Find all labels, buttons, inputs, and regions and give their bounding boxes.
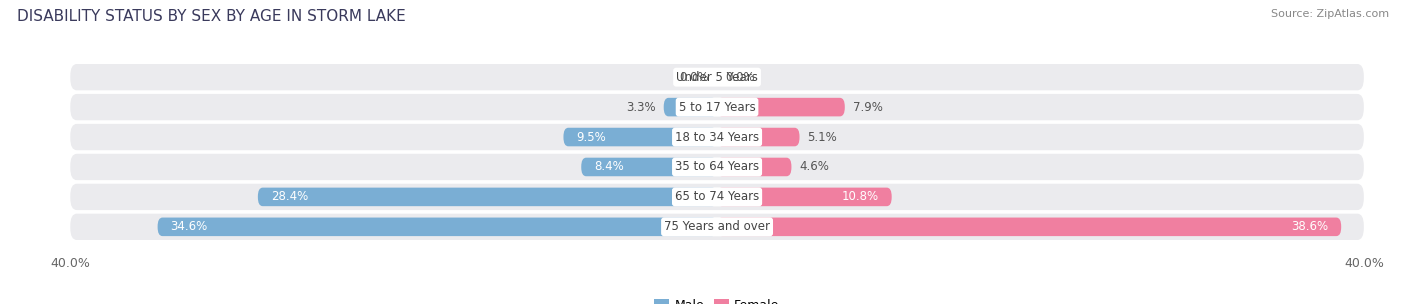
- Text: 28.4%: 28.4%: [271, 190, 308, 203]
- Text: 0.0%: 0.0%: [725, 71, 755, 84]
- Text: Source: ZipAtlas.com: Source: ZipAtlas.com: [1271, 9, 1389, 19]
- Text: 18 to 34 Years: 18 to 34 Years: [675, 130, 759, 143]
- FancyBboxPatch shape: [581, 158, 717, 176]
- FancyBboxPatch shape: [257, 188, 717, 206]
- FancyBboxPatch shape: [717, 128, 800, 146]
- Text: 4.6%: 4.6%: [800, 161, 830, 174]
- Text: 38.6%: 38.6%: [1291, 220, 1329, 233]
- Text: 9.5%: 9.5%: [576, 130, 606, 143]
- Text: 10.8%: 10.8%: [842, 190, 879, 203]
- Text: 34.6%: 34.6%: [170, 220, 208, 233]
- FancyBboxPatch shape: [717, 98, 845, 116]
- FancyBboxPatch shape: [717, 188, 891, 206]
- FancyBboxPatch shape: [157, 218, 717, 236]
- Text: 7.9%: 7.9%: [853, 101, 883, 114]
- Text: 75 Years and over: 75 Years and over: [664, 220, 770, 233]
- FancyBboxPatch shape: [70, 94, 1364, 120]
- FancyBboxPatch shape: [70, 64, 1364, 90]
- Legend: Male, Female: Male, Female: [650, 294, 785, 304]
- FancyBboxPatch shape: [70, 154, 1364, 180]
- Text: 5.1%: 5.1%: [807, 130, 838, 143]
- FancyBboxPatch shape: [717, 158, 792, 176]
- Text: 0.0%: 0.0%: [679, 71, 709, 84]
- FancyBboxPatch shape: [717, 218, 1341, 236]
- Text: 8.4%: 8.4%: [595, 161, 624, 174]
- FancyBboxPatch shape: [70, 184, 1364, 210]
- Text: 3.3%: 3.3%: [626, 101, 655, 114]
- FancyBboxPatch shape: [564, 128, 717, 146]
- Text: 35 to 64 Years: 35 to 64 Years: [675, 161, 759, 174]
- FancyBboxPatch shape: [70, 124, 1364, 150]
- Text: 5 to 17 Years: 5 to 17 Years: [679, 101, 755, 114]
- Text: 65 to 74 Years: 65 to 74 Years: [675, 190, 759, 203]
- Text: DISABILITY STATUS BY SEX BY AGE IN STORM LAKE: DISABILITY STATUS BY SEX BY AGE IN STORM…: [17, 9, 405, 24]
- FancyBboxPatch shape: [70, 214, 1364, 240]
- Text: Under 5 Years: Under 5 Years: [676, 71, 758, 84]
- FancyBboxPatch shape: [664, 98, 717, 116]
